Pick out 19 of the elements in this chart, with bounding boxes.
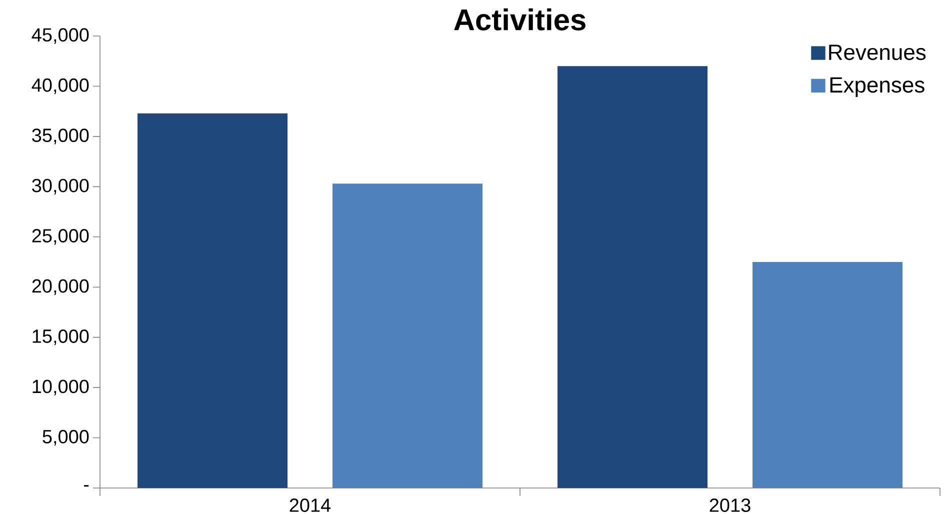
y-tick-label: 45,000 xyxy=(32,28,89,44)
bar xyxy=(138,113,288,488)
y-tick-label: 40,000 xyxy=(32,78,89,94)
y-tick-label: - xyxy=(84,485,89,487)
legend-label: Revenues xyxy=(829,44,926,60)
bar xyxy=(558,66,708,488)
x-tick-label: 2014 xyxy=(290,498,331,512)
bar xyxy=(752,262,903,488)
chart-title: Activities xyxy=(454,8,586,30)
y-tick-label: 15,000 xyxy=(32,329,89,346)
x-tick-label: 2013 xyxy=(710,498,750,512)
y-tick-label: 10,000 xyxy=(32,380,89,396)
y-tick-label: 35,000 xyxy=(32,128,89,144)
y-tick-label: 30,000 xyxy=(32,178,89,195)
legend-label: Expenses xyxy=(830,77,924,98)
y-tick-label: 20,000 xyxy=(32,279,89,295)
bar xyxy=(332,184,483,488)
y-tick-label: 5,000 xyxy=(42,430,89,446)
y-tick-label: 25,000 xyxy=(32,229,89,245)
